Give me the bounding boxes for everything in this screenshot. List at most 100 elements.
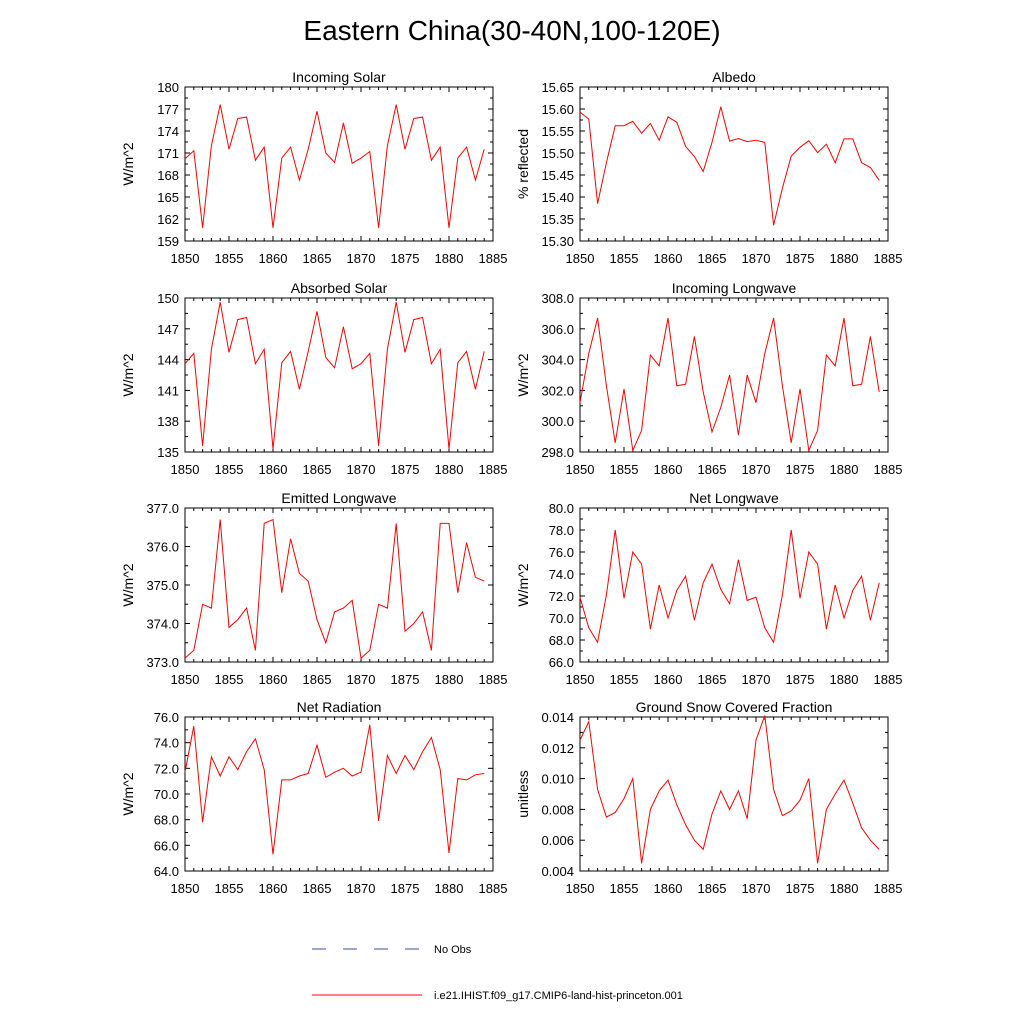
x-tick-label: 1850 [566,462,595,477]
y-tick-label: 162 [157,212,179,227]
x-tick-label: 1875 [391,462,420,477]
series-line-incoming-solar [184,104,485,228]
plot-frame [579,297,889,453]
y-tick-label: 304.0 [541,353,574,368]
y-tick-label: 159 [157,234,179,249]
y-tick-label: 0.006 [541,833,574,848]
chart-net-longwave: 1850 1855 1860 1865 1870 1875 1880 1885 66.0 68.0… [515,490,902,687]
x-tick-label: 1870 [742,462,771,477]
y-tick-label: 373.0 [146,655,179,670]
x-tick-label: 1875 [391,881,420,896]
x-tick-label: 1860 [259,881,288,896]
plot-frame [184,507,494,663]
series-line-emitted-longwave [184,518,485,660]
series-line-net-radiation [184,724,485,855]
x-tick-label: 1885 [874,881,903,896]
x-tick-label: 1850 [171,251,200,266]
y-tick-label: 76.0 [549,545,574,560]
x-tick-label: 1850 [171,881,200,896]
y-tick-label: 64.0 [154,864,179,879]
y-tick-label: 15.55 [541,124,574,139]
series-line-ground-snow-covered-fraction [579,715,880,864]
x-tick-label: 1860 [259,251,288,266]
y-tick-label: 72.0 [549,589,574,604]
series-line-absorbed-solar [184,302,485,449]
y-tick-label: 0.008 [541,802,574,817]
y-tick-label: 168 [157,168,179,183]
x-tick-label: 1860 [654,462,683,477]
x-tick-label: 1865 [303,251,332,266]
y-tick-label: 298.0 [541,445,574,460]
x-tick-label: 1885 [874,462,903,477]
x-tick-label: 1855 [215,251,244,266]
x-tick-label: 1850 [171,672,200,687]
series-line-incoming-longwave [579,317,880,453]
x-tick-label: 1850 [566,881,595,896]
y-tick-label: 141 [157,383,179,398]
y-tick-label: 0.012 [541,741,574,756]
y-tick-label: 375.0 [146,578,179,593]
chart-title: Net Radiation [297,699,382,715]
y-tick-label: 70.0 [549,611,574,626]
x-tick-label: 1875 [786,672,815,687]
chart-incoming-solar: 1850 1855 1860 1865 1870 1875 1880 1885 159 162 16… [120,69,507,266]
figure-title: Eastern China(30-40N,100-120E) [303,15,720,46]
y-tick-label: 150 [157,291,179,306]
y-tick-label: 15.60 [541,102,574,117]
y-tick-label: 66.0 [549,655,574,670]
x-tick-label: 1875 [786,251,815,266]
plot-frame [184,86,494,242]
y-tick-label: 72.0 [154,761,179,776]
x-tick-label: 1860 [654,251,683,266]
chart-incoming-longwave: 1850 1855 1860 1865 1870 1875 1880 1885 298.0 300… [515,280,902,477]
y-tick-label: 147 [157,322,179,337]
y-axis-label: unitless [515,770,531,817]
x-tick-label: 1870 [347,251,376,266]
y-axis-label: W/m^2 [120,563,136,606]
x-tick-label: 1860 [654,672,683,687]
y-tick-label: 15.35 [541,212,574,227]
chart-title: Absorbed Solar [291,280,388,296]
y-axis-label: W/m^2 [120,353,136,396]
x-tick-label: 1870 [347,881,376,896]
y-tick-label: 70.0 [154,787,179,802]
x-tick-label: 1880 [435,462,464,477]
y-tick-label: 76.0 [154,710,179,725]
chart-panels: 1850 1855 1860 1865 1870 1875 1880 1885 159 162 16… [120,69,902,896]
x-tick-label: 1855 [610,251,639,266]
y-tick-label: 138 [157,414,179,429]
chart-ground-snow-covered-fraction: 1850 1855 1860 1865 1870 1875 1880 1885 0.004 0.0… [515,699,902,896]
x-tick-label: 1885 [479,251,508,266]
x-tick-label: 1860 [259,462,288,477]
chart-title: Albedo [712,69,756,85]
x-tick-label: 1850 [566,672,595,687]
x-tick-label: 1855 [610,672,639,687]
legend: No Obs i.e21.IHIST.f09_g17.CMIP6-land-hi… [312,944,683,1002]
y-tick-label: 80.0 [549,501,574,516]
x-tick-label: 1870 [742,672,771,687]
legend-label-model-run: i.e21.IHIST.f09_g17.CMIP6-land-hist-prin… [434,990,683,1002]
y-tick-label: 15.40 [541,190,574,205]
y-tick-label: 171 [157,146,179,161]
y-tick-label: 180 [157,80,179,95]
x-tick-label: 1850 [171,462,200,477]
y-tick-label: 306.0 [541,322,574,337]
x-tick-label: 1855 [215,462,244,477]
y-tick-label: 68.0 [549,633,574,648]
x-tick-label: 1855 [215,881,244,896]
x-tick-label: 1870 [347,462,376,477]
chart-emitted-longwave: 1850 1855 1860 1865 1870 1875 1880 1885 373.0 374… [120,490,507,687]
x-tick-label: 1875 [391,672,420,687]
y-tick-label: 376.0 [146,540,179,555]
y-tick-label: 300.0 [541,414,574,429]
chart-title: Incoming Solar [292,69,386,85]
y-tick-label: 308.0 [541,291,574,306]
y-axis-label: W/m^2 [120,772,136,815]
y-axis-label: W/m^2 [120,142,136,185]
y-tick-label: 74.0 [549,567,574,582]
chart-albedo: 1850 1855 1860 1865 1870 1875 1880 1885 15.30 15.… [515,69,902,266]
y-tick-label: 302.0 [541,383,574,398]
x-tick-label: 1865 [698,672,727,687]
x-tick-label: 1880 [830,672,859,687]
